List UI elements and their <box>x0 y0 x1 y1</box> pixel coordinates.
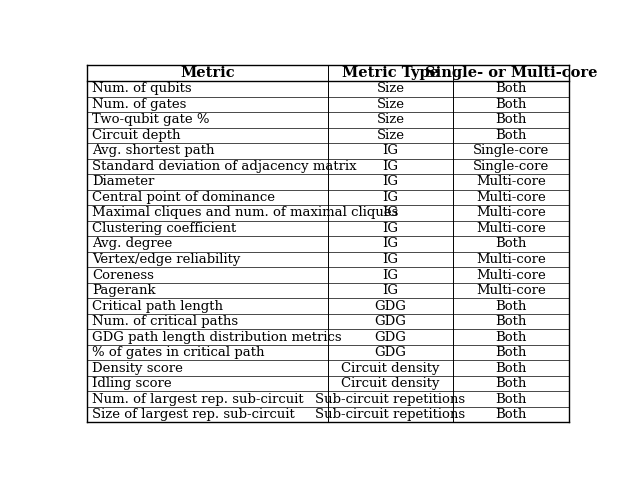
Text: Circuit density: Circuit density <box>341 377 440 390</box>
Text: IG: IG <box>383 269 399 282</box>
Text: Both: Both <box>495 129 527 142</box>
Text: Both: Both <box>495 300 527 313</box>
Text: Clustering coefficient: Clustering coefficient <box>92 222 237 235</box>
Text: Standard deviation of adjacency matrix: Standard deviation of adjacency matrix <box>92 160 357 173</box>
Text: Num. of qubits: Num. of qubits <box>92 82 192 95</box>
Text: GDG: GDG <box>374 315 406 328</box>
Text: Multi-core: Multi-core <box>476 253 546 266</box>
Text: Circuit density: Circuit density <box>341 362 440 375</box>
Text: Two-qubit gate %: Two-qubit gate % <box>92 113 210 126</box>
Text: Both: Both <box>495 238 527 250</box>
Text: IG: IG <box>383 206 399 219</box>
Text: Both: Both <box>495 393 527 406</box>
Text: Sub-circuit repetitions: Sub-circuit repetitions <box>316 408 466 421</box>
Text: Size: Size <box>376 129 404 142</box>
Text: IG: IG <box>383 222 399 235</box>
Text: Metric: Metric <box>180 66 235 80</box>
Text: Size of largest rep. sub-circuit: Size of largest rep. sub-circuit <box>92 408 295 421</box>
Text: Both: Both <box>495 331 527 344</box>
Text: Single- or Multi-core: Single- or Multi-core <box>424 66 597 80</box>
Text: Multi-core: Multi-core <box>476 284 546 297</box>
Text: Avg. shortest path: Avg. shortest path <box>92 144 215 157</box>
Text: Central point of dominance: Central point of dominance <box>92 191 275 204</box>
Text: Avg. degree: Avg. degree <box>92 238 173 250</box>
Text: Both: Both <box>495 82 527 95</box>
Text: IG: IG <box>383 191 399 204</box>
Text: Both: Both <box>495 98 527 111</box>
Text: Metric Type: Metric Type <box>342 66 439 80</box>
Text: Pagerank: Pagerank <box>92 284 156 297</box>
Text: Size: Size <box>376 113 404 126</box>
Text: Size: Size <box>376 98 404 111</box>
Text: IG: IG <box>383 238 399 250</box>
Text: Both: Both <box>495 346 527 359</box>
Text: IG: IG <box>383 175 399 188</box>
Text: Multi-core: Multi-core <box>476 222 546 235</box>
Text: IG: IG <box>383 160 399 173</box>
Text: GDG: GDG <box>374 346 406 359</box>
Text: GDG: GDG <box>374 331 406 344</box>
Text: Density score: Density score <box>92 362 183 375</box>
Text: Multi-core: Multi-core <box>476 175 546 188</box>
Text: Single-core: Single-core <box>473 144 549 157</box>
Text: Maximal cliques and num. of maximal cliques: Maximal cliques and num. of maximal cliq… <box>92 206 399 219</box>
Text: Num. of gates: Num. of gates <box>92 98 187 111</box>
Text: GDG: GDG <box>374 300 406 313</box>
Text: Coreness: Coreness <box>92 269 154 282</box>
Text: Multi-core: Multi-core <box>476 269 546 282</box>
Text: Both: Both <box>495 408 527 421</box>
Text: Sub-circuit repetitions: Sub-circuit repetitions <box>316 393 466 406</box>
Text: Both: Both <box>495 113 527 126</box>
Text: IG: IG <box>383 144 399 157</box>
Text: Both: Both <box>495 377 527 390</box>
Text: Diameter: Diameter <box>92 175 155 188</box>
Text: Multi-core: Multi-core <box>476 206 546 219</box>
Text: % of gates in critical path: % of gates in critical path <box>92 346 265 359</box>
Text: Vertex/edge reliability: Vertex/edge reliability <box>92 253 241 266</box>
Text: Circuit depth: Circuit depth <box>92 129 181 142</box>
Text: Critical path length: Critical path length <box>92 300 223 313</box>
Text: Multi-core: Multi-core <box>476 191 546 204</box>
Text: IG: IG <box>383 253 399 266</box>
Text: Num. of largest rep. sub-circuit: Num. of largest rep. sub-circuit <box>92 393 304 406</box>
Text: IG: IG <box>383 284 399 297</box>
Text: Single-core: Single-core <box>473 160 549 173</box>
Text: Size: Size <box>376 82 404 95</box>
Text: GDG path length distribution metrics: GDG path length distribution metrics <box>92 331 342 344</box>
Text: Both: Both <box>495 315 527 328</box>
Text: Num. of critical paths: Num. of critical paths <box>92 315 239 328</box>
Text: Idling score: Idling score <box>92 377 172 390</box>
Text: Both: Both <box>495 362 527 375</box>
